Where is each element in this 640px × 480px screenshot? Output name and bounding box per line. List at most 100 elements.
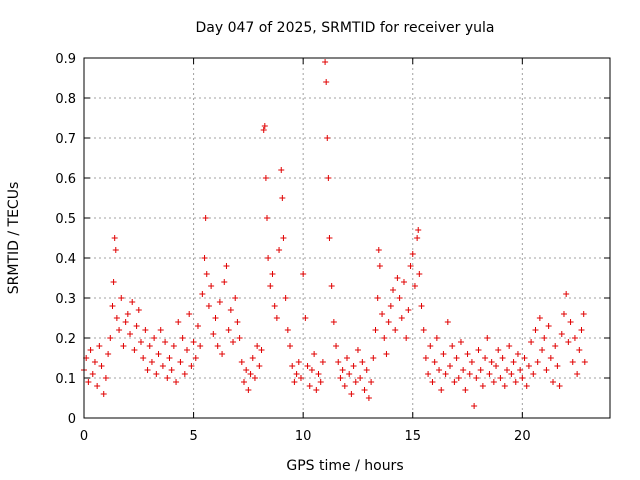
data-point	[344, 355, 350, 361]
data-point	[576, 347, 583, 353]
data-point	[168, 367, 175, 373]
data-point	[571, 335, 578, 341]
data-point	[112, 247, 119, 253]
data-point	[530, 371, 537, 377]
data-point	[205, 303, 212, 309]
y-tick-label: 0.1	[55, 372, 76, 387]
data-point	[164, 375, 171, 381]
data-point	[102, 375, 109, 381]
data-point	[460, 367, 467, 373]
data-point	[133, 323, 140, 329]
data-point	[234, 319, 241, 325]
data-point	[436, 367, 443, 373]
data-point	[208, 283, 215, 289]
data-point	[400, 279, 407, 285]
data-point	[352, 379, 359, 385]
data-point	[110, 279, 117, 285]
data-point	[94, 383, 101, 389]
data-point	[276, 247, 283, 253]
data-point	[354, 347, 361, 353]
data-point	[368, 379, 375, 385]
data-point	[550, 379, 557, 385]
data-point	[151, 335, 158, 341]
data-point	[442, 371, 449, 377]
data-point	[107, 335, 114, 341]
data-point	[536, 315, 543, 321]
data-point	[440, 351, 447, 357]
x-axis-label: GPS time / hours	[286, 458, 403, 474]
data-point	[350, 363, 357, 369]
data-point	[177, 359, 184, 365]
data-point	[284, 327, 291, 333]
data-point	[462, 387, 469, 393]
data-point	[363, 367, 370, 373]
data-point	[311, 351, 318, 357]
data-point	[313, 387, 320, 393]
data-point	[100, 391, 107, 397]
data-point	[409, 251, 416, 257]
data-point	[287, 343, 294, 349]
x-ticks: 0 5 10 15 20	[80, 58, 531, 444]
data-point	[488, 359, 495, 365]
data-point	[197, 343, 204, 349]
data-point	[264, 215, 271, 221]
data-point	[146, 343, 153, 349]
data-point	[267, 283, 274, 289]
data-point	[144, 367, 151, 373]
data-point	[580, 311, 587, 317]
data-point	[140, 355, 147, 361]
data-point	[155, 351, 162, 357]
data-point	[475, 347, 482, 353]
data-point	[578, 327, 585, 333]
x-tick-label: 5	[189, 429, 197, 444]
data-point	[339, 367, 346, 373]
data-point	[337, 375, 344, 381]
data-point	[201, 255, 208, 261]
data-point	[238, 359, 245, 365]
data-point	[503, 367, 510, 373]
y-tick-label: 0.8	[55, 92, 76, 107]
data-point	[265, 255, 272, 261]
data-point	[111, 235, 118, 241]
data-point	[216, 299, 223, 305]
data-point	[376, 263, 383, 269]
data-point	[534, 359, 541, 365]
data-point	[302, 315, 309, 321]
data-point	[501, 383, 508, 389]
data-point	[105, 351, 112, 357]
y-tick-label: 0.5	[55, 212, 76, 227]
data-point	[279, 195, 286, 201]
data-point	[497, 375, 504, 381]
data-point	[543, 367, 550, 373]
data-point	[271, 303, 278, 309]
data-point	[262, 175, 269, 181]
data-point	[148, 359, 155, 365]
data-point	[405, 307, 412, 313]
y-axis-label: SRMTID / TECUs	[6, 182, 22, 295]
data-point	[493, 363, 500, 369]
data-point	[322, 59, 329, 65]
data-point	[129, 299, 136, 305]
data-point	[304, 363, 311, 369]
data-point	[387, 303, 394, 309]
data-point	[381, 335, 388, 341]
data-point	[306, 383, 313, 389]
data-point	[414, 235, 421, 241]
data-point	[451, 379, 458, 385]
data-point	[375, 247, 382, 253]
x-tick-label: 10	[295, 429, 312, 444]
data-point	[545, 323, 552, 329]
data-point	[254, 343, 261, 349]
data-point	[243, 367, 250, 373]
data-point	[357, 375, 364, 381]
data-point	[372, 327, 379, 333]
y-tick-label: 0.4	[55, 252, 76, 267]
data-point	[473, 375, 480, 381]
data-point	[512, 379, 519, 385]
data-point	[341, 383, 348, 389]
data-point	[236, 335, 243, 341]
chart-title: Day 047 of 2025, SRMTID for receiver yul…	[195, 20, 494, 36]
data-point	[297, 375, 304, 381]
